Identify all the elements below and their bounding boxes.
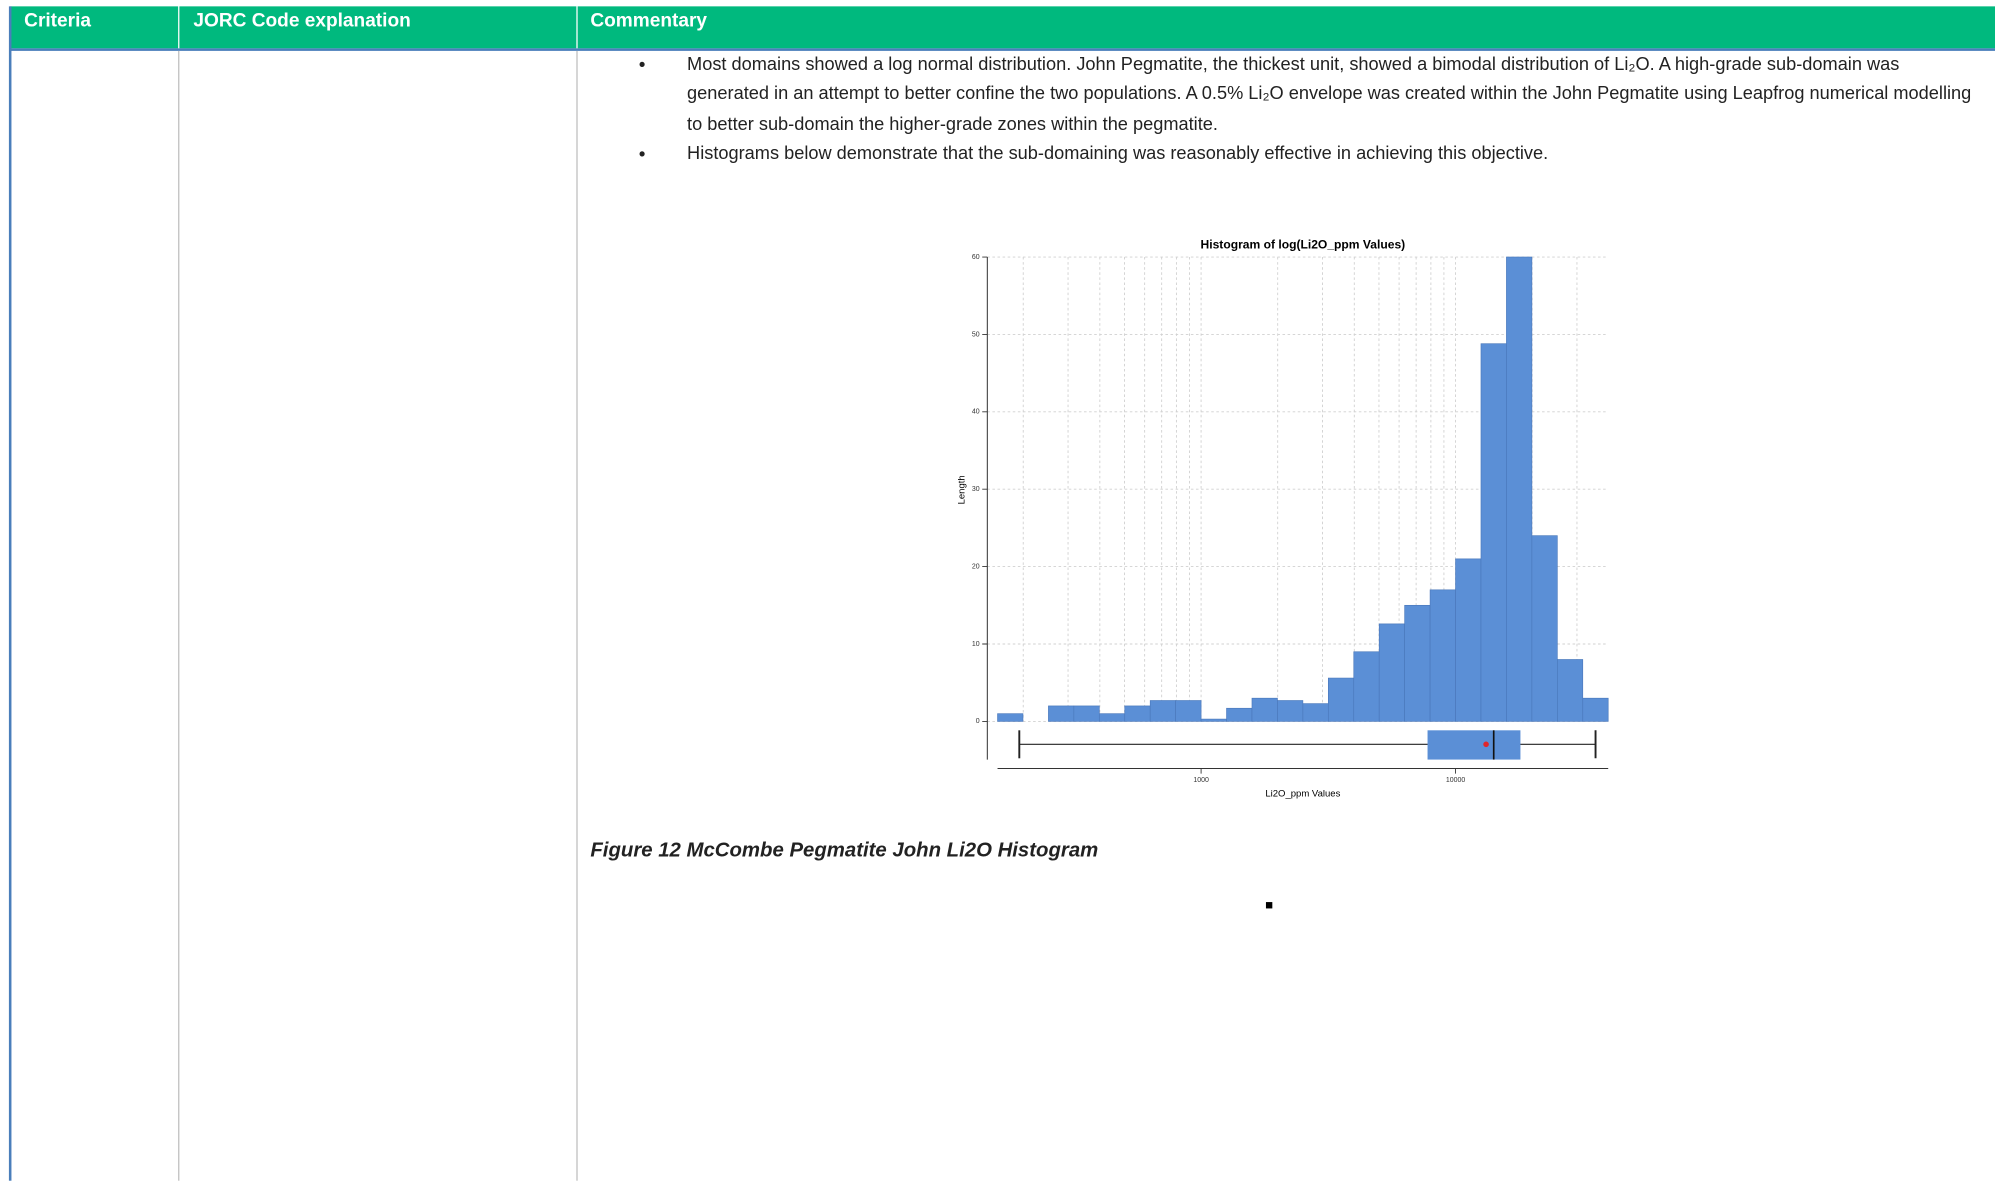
bar — [1098, 713, 1126, 722]
header-border — [10, 48, 1995, 51]
y-axis-label: Length — [956, 475, 967, 504]
bullet: Histograms below demonstrate that the su… — [636, 140, 1985, 170]
bar — [1327, 677, 1355, 722]
bar — [1048, 705, 1075, 722]
chart: Histogram of log(Li2O_ppm Values) Length… — [956, 238, 1609, 799]
bar — [1480, 343, 1507, 722]
bar — [1353, 651, 1380, 722]
bar — [997, 713, 1024, 722]
header-text: Criteria — [24, 10, 92, 32]
header-text: JORC Code explanation — [193, 10, 411, 32]
y-tick-label: 60 — [972, 254, 980, 261]
bar — [1378, 623, 1405, 722]
y-tick-label: 0 — [976, 718, 980, 725]
header-text: Commentary — [590, 10, 708, 32]
bar — [1557, 659, 1584, 722]
bar — [1149, 700, 1176, 722]
header-cell — [10, 6, 179, 49]
x-axis-label: Li2O_ppm Values — [1265, 788, 1340, 799]
marker — [1265, 902, 1273, 909]
bar — [1175, 700, 1202, 722]
chart-title: Histogram of log(Li2O_ppm Values) — [1201, 238, 1406, 252]
bar — [1251, 697, 1278, 722]
x-tick-label: 10000 — [1446, 777, 1466, 784]
y-tick-label: 40 — [972, 409, 980, 416]
bar — [1506, 256, 1533, 722]
y-tick-label: 10 — [972, 641, 980, 648]
column-divider — [576, 50, 578, 1181]
table-border — [8, 6, 12, 1181]
y-tick-label: 30 — [972, 486, 980, 493]
header-cell — [179, 6, 577, 49]
figure-caption: Figure 12 McCombe Pegmatite John Li2O Hi… — [590, 839, 1099, 862]
bar — [1302, 703, 1329, 722]
y-tick-label: 50 — [972, 331, 980, 338]
box — [1427, 730, 1521, 760]
header-cell — [577, 6, 1995, 49]
bar — [1073, 705, 1100, 722]
column-divider — [178, 50, 180, 1181]
bar — [1455, 558, 1482, 722]
bullet: Most domains showed a log normal distrib… — [636, 51, 1985, 140]
mean-point — [1483, 741, 1489, 748]
bar — [1200, 718, 1227, 722]
bar — [1429, 589, 1456, 722]
bar — [1582, 697, 1609, 722]
x-tick-label: 1000 — [1193, 777, 1209, 784]
bar — [1531, 535, 1558, 722]
bar — [1277, 700, 1304, 722]
bar — [1404, 604, 1431, 722]
bar — [1226, 707, 1253, 722]
y-tick-label: 20 — [972, 563, 980, 570]
bullet-list: Most domains showed a log normal distrib… — [636, 51, 1985, 170]
bar — [1124, 705, 1151, 722]
